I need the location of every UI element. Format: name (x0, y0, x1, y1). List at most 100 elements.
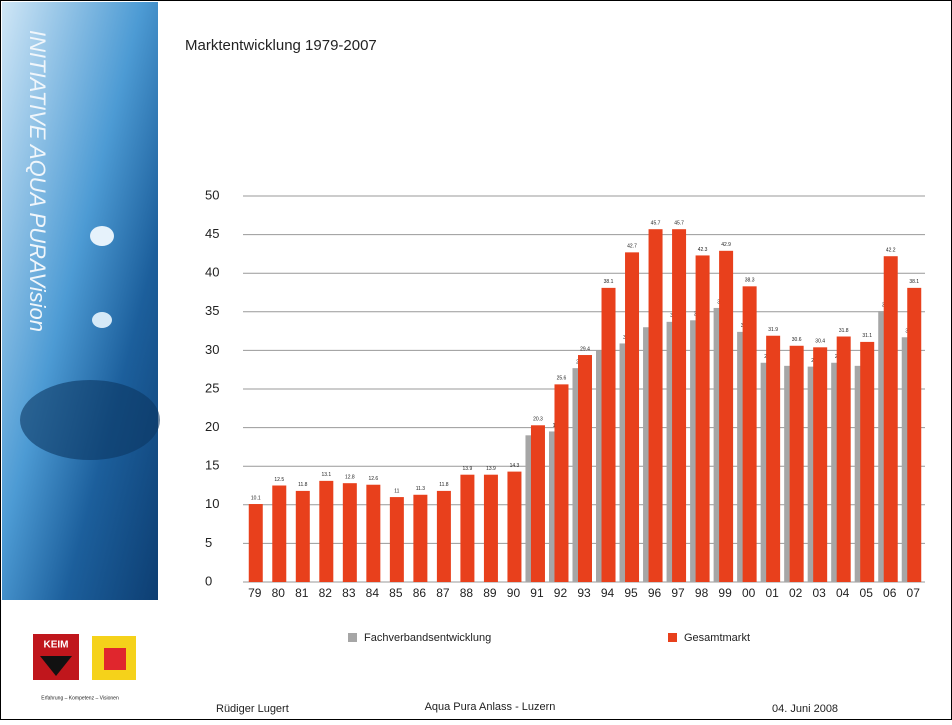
logo-text: KEIM (44, 640, 69, 651)
y-tick-label: 40 (205, 265, 219, 280)
data-label: 13.1 (321, 472, 331, 478)
x-tick-label: 88 (460, 586, 474, 600)
data-label: 42.7 (627, 244, 637, 250)
data-label: 31.9 (768, 327, 778, 333)
y-tick-label: 30 (205, 342, 219, 357)
y-tick-label: 15 (205, 458, 219, 473)
y-tick-label: 25 (205, 380, 219, 395)
data-label: 31.8 (839, 328, 849, 334)
sidebar (2, 2, 158, 600)
data-label: 42.3 (698, 247, 708, 253)
bar (272, 485, 287, 582)
x-tick-label: 06 (883, 586, 897, 600)
data-label: 11.8 (439, 482, 449, 488)
data-label: 14.3 (510, 463, 520, 469)
data-label: 30.6 (792, 337, 802, 343)
chart-title: Marktentwicklung 1979-2007 (185, 37, 377, 54)
data-label: 30.4 (815, 339, 825, 345)
bar (319, 480, 334, 582)
bar (836, 336, 851, 582)
x-tick-label: 81 (295, 586, 309, 600)
data-label: 11.3 (416, 486, 426, 492)
footer-center: Aqua Pura Anlass - Luzern (425, 701, 556, 713)
data-label: 13.9 (486, 466, 496, 472)
x-tick-label: 92 (554, 586, 568, 600)
bar (742, 286, 757, 582)
y-tick-label: 45 (205, 226, 219, 241)
data-label: 11 (394, 488, 399, 494)
bar (860, 341, 875, 582)
x-tick-label: 82 (319, 586, 333, 600)
bar (366, 484, 381, 582)
data-label: 25.6 (557, 376, 567, 382)
data-label: 12.8 (345, 475, 355, 481)
data-label: 29.4 (580, 346, 590, 352)
bar (907, 287, 922, 582)
splash (20, 380, 160, 460)
data-label: 13.9 (463, 466, 473, 472)
x-tick-label: 07 (907, 586, 921, 600)
data-label: 20.3 (533, 417, 543, 423)
x-tick-label: 93 (577, 586, 591, 600)
legend-swatch (348, 633, 357, 642)
bar (389, 497, 404, 582)
x-tick-label: 99 (718, 586, 732, 600)
bar (695, 255, 710, 582)
bar (883, 256, 898, 582)
x-tick-label: 80 (272, 586, 286, 600)
x-tick-label: 00 (742, 586, 756, 600)
drop (90, 226, 114, 246)
bar (483, 474, 498, 582)
x-tick-label: 01 (765, 586, 779, 600)
y-tick-label: 20 (205, 419, 219, 434)
footer-left: Rüdiger Lugert (216, 703, 289, 715)
data-label: 38.3 (745, 278, 755, 284)
bar (625, 252, 640, 582)
bar (578, 355, 592, 582)
bar (248, 504, 263, 582)
bar (672, 229, 687, 583)
x-tick-label: 05 (860, 586, 874, 600)
bar (436, 490, 451, 582)
x-tick-label: 95 (624, 586, 638, 600)
data-label: 12.6 (368, 476, 378, 482)
logo-second-mark (104, 648, 126, 670)
x-tick-label: 86 (413, 586, 427, 600)
logo-tagline: Erfahrung – Kompetenz – Visionen (41, 695, 119, 701)
bar (766, 335, 781, 582)
y-tick-label: 0 (205, 573, 212, 588)
x-tick-label: 04 (836, 586, 850, 600)
data-label: 31.1 (862, 333, 872, 339)
bar (460, 474, 475, 582)
x-tick-label: 98 (695, 586, 709, 600)
bar (554, 384, 569, 582)
data-label: 38.1 (909, 279, 919, 285)
logo-shape (40, 656, 72, 676)
x-tick-label: 83 (342, 586, 356, 600)
x-tick-label: 84 (366, 586, 380, 600)
x-tick-label: 87 (436, 586, 450, 600)
data-label: 11.8 (298, 482, 308, 488)
bar (413, 494, 428, 582)
x-tick-label: 79 (248, 586, 262, 600)
data-label: 10.1 (251, 495, 261, 501)
legend-label: Fachverbandsentwicklung (364, 632, 491, 644)
data-label: 42.2 (886, 248, 896, 254)
y-tick-label: 50 (205, 187, 219, 202)
sidebar-text: INITIATIVE AQUA PURAVision (25, 30, 50, 332)
bar (295, 490, 310, 582)
x-tick-label: 85 (389, 586, 403, 600)
x-tick-label: 97 (671, 586, 685, 600)
bar (530, 425, 545, 582)
x-tick-label: 91 (530, 586, 544, 600)
x-tick-label: 94 (601, 586, 615, 600)
bar (789, 345, 804, 582)
x-tick-label: 02 (789, 586, 803, 600)
bar (719, 250, 734, 582)
x-tick-label: 90 (507, 586, 521, 600)
bar (601, 287, 616, 582)
x-tick-label: 89 (483, 586, 497, 600)
legend-swatch (668, 633, 677, 642)
bar (342, 483, 357, 582)
